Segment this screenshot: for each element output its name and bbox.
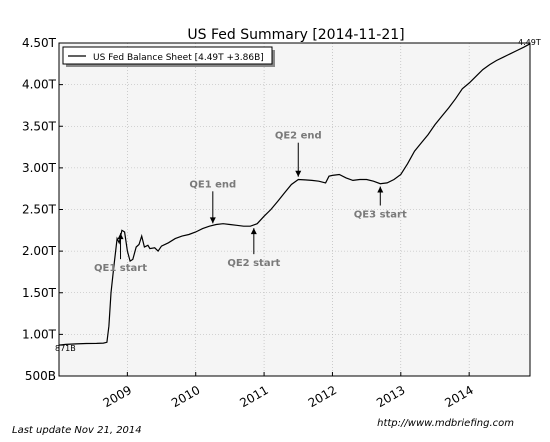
- y-tick-label: 2.00T: [22, 244, 57, 258]
- annotation-label: QE3 start: [354, 210, 407, 221]
- balance-sheet-line: [58, 43, 531, 346]
- legend-label: US Fed Balance Sheet [4.49T +3.86B]: [93, 53, 264, 63]
- chart-title: US Fed Summary [2014-11-21]: [187, 27, 404, 43]
- x-tick-label: 2013: [374, 383, 407, 410]
- annotation-arrowhead: [209, 217, 216, 224]
- annotation-label: QE2 end: [275, 131, 322, 142]
- x-tick-label: 2012: [306, 383, 339, 410]
- end-value-label: 4.49T: [518, 38, 541, 47]
- x-tick-label: 2009: [101, 383, 134, 410]
- plot-frame: [58, 42, 531, 377]
- y-tick-label: 1.50T: [22, 286, 57, 300]
- y-tick-label: 3.50T: [22, 119, 57, 133]
- legend: US Fed Balance Sheet [4.49T +3.86B]: [62, 46, 275, 67]
- annotation-arrowhead: [377, 186, 384, 193]
- annotation: QE2 end: [275, 131, 322, 177]
- annotation-label: QE1 end: [189, 179, 236, 190]
- y-tick-label: 4.00T: [22, 78, 57, 92]
- annotation: QE2 start: [227, 228, 281, 269]
- annotation-arrowhead: [295, 170, 302, 177]
- annotations: QE1 start QE1 end QE2 start QE2 end QE3 star…: [94, 131, 407, 274]
- x-tick-label: 2011: [237, 383, 270, 410]
- last-update-text: Last update Nov 21, 2014: [12, 425, 142, 436]
- y-axis: 500B 1.00T 1.50T 2.00T 2.50T 3.00T 3.50T 4.00T 4…: [22, 36, 63, 383]
- annotation-label: QE2 start: [227, 258, 280, 269]
- start-value-label: 871B: [55, 344, 76, 353]
- y-tick-label: 2.50T: [22, 203, 57, 217]
- y-tick-label: 1.00T: [22, 327, 57, 341]
- annotation: QE1 start: [94, 233, 147, 274]
- y-tick-label: 500B: [25, 369, 56, 383]
- annotation-arrowhead: [250, 228, 257, 235]
- annotation: QE1 end: [189, 179, 236, 224]
- annotation-arrowhead: [117, 233, 124, 240]
- source-url: http://www.mdbriefing.com: [377, 418, 514, 429]
- x-tick-label: 2014: [442, 383, 475, 410]
- y-tick-label: 3.00T: [22, 161, 57, 175]
- x-tick-label: 2010: [169, 383, 202, 410]
- annotation: QE3 start: [354, 186, 407, 221]
- annotation-label: QE1 start: [94, 263, 147, 274]
- x-axis: 2009 2010 2011 2012 2013 2014: [101, 372, 476, 410]
- y-tick-label: 4.50T: [22, 36, 57, 50]
